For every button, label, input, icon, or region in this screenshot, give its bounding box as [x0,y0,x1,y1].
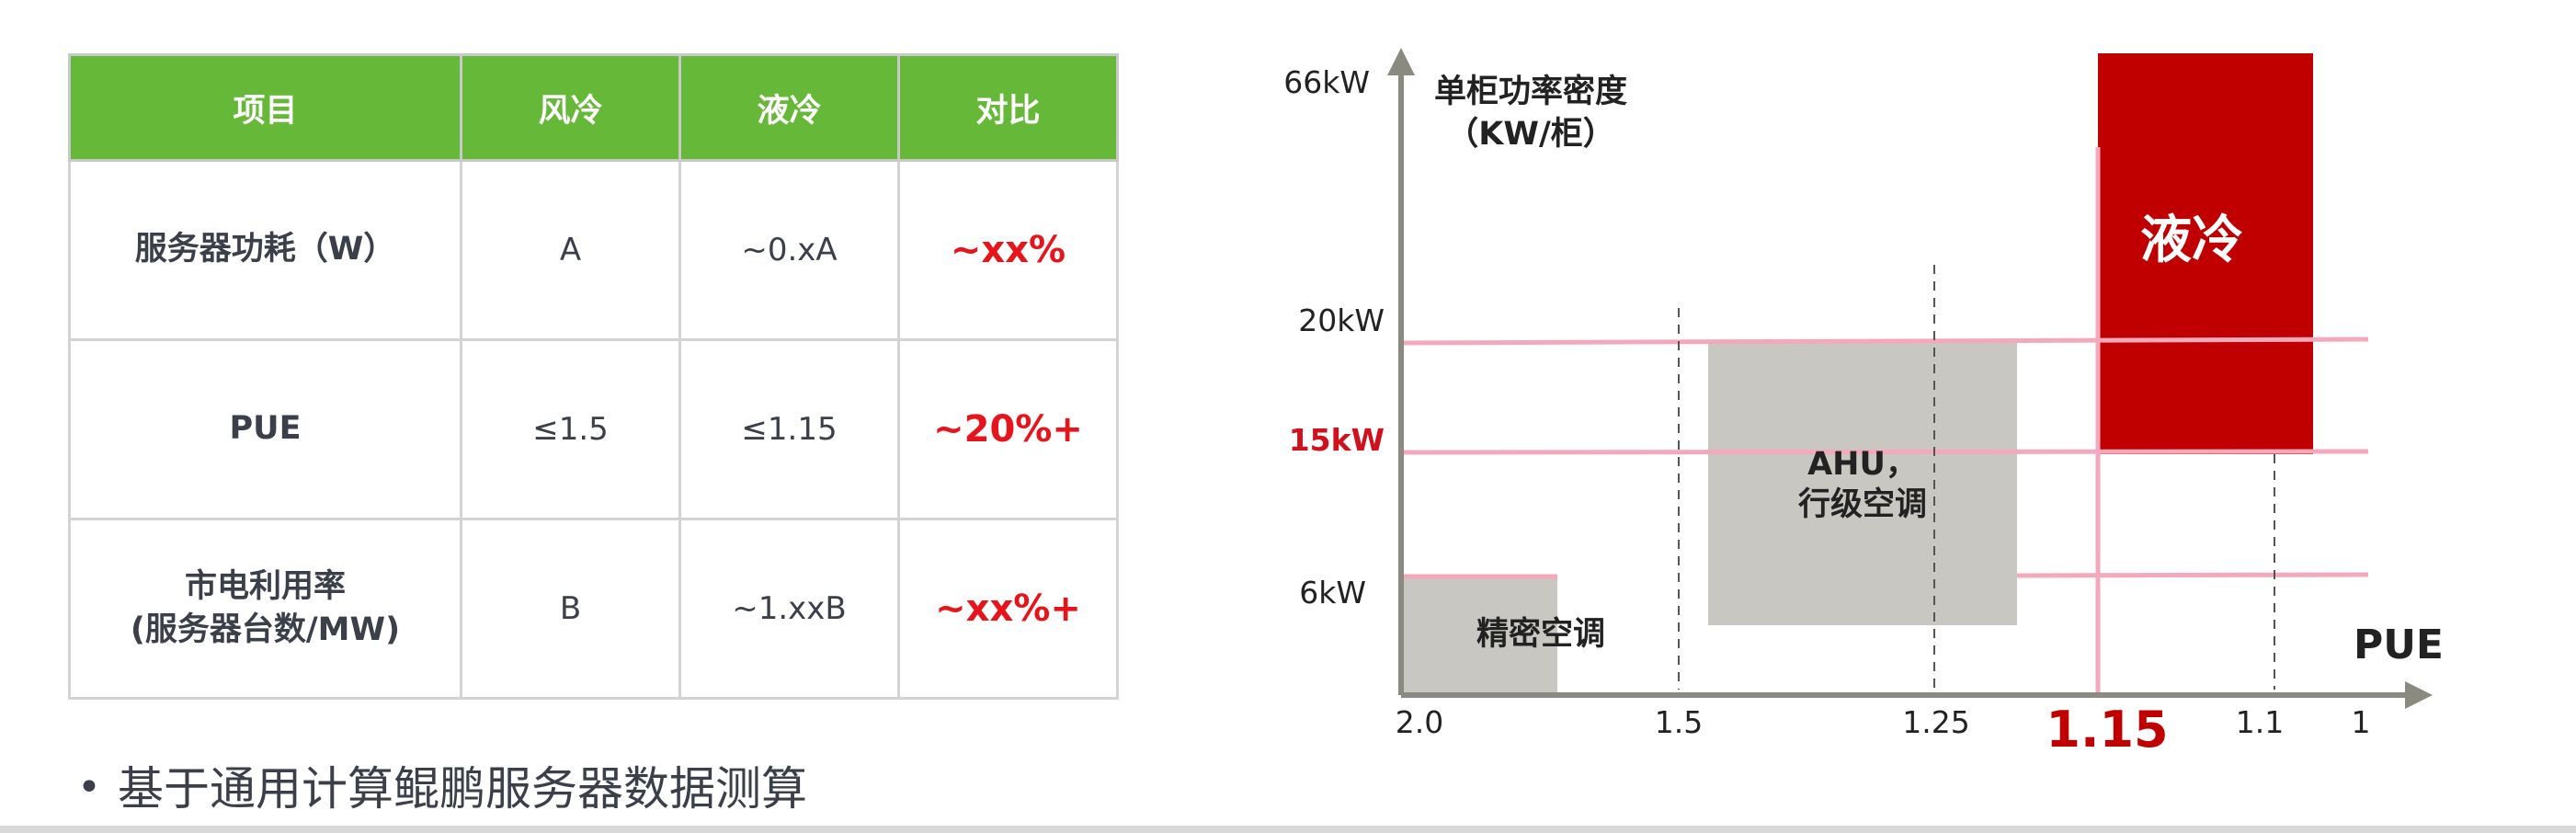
cell-air: B [460,518,681,700]
row-label-utilization: 市电利用率 (服务器台数/MW) [68,518,462,700]
region-label-liquid-cooling: 液冷 [2140,211,2243,270]
region-label-ahu-line2: 行级空调 [1798,486,1927,523]
y-axis-title-line1: 单柜功率密度 [1434,73,1627,110]
region-ahu-row-ac [1708,342,2017,625]
x-tick-2-0: 2.0 [1396,704,1443,740]
gridline-20kw [1400,337,2369,346]
cell-air: ≤1.5 [460,338,681,520]
region-precision-ac [1401,575,1557,694]
bottom-divider [0,826,2576,833]
x-tick-1-25: 1.25 [1902,704,1969,740]
x-tick-1-1: 1.1 [2236,704,2284,740]
x-axis-title: PUE [2354,622,2444,668]
y-tick-15kw: 15kW [1289,422,1385,458]
table-header-row: 项目 风冷 液冷 对比 [68,53,1119,162]
region-liquid-cooling [2098,53,2313,454]
gridline-15kw [1400,449,2369,455]
row-label-pue: PUE [68,338,462,520]
footnote: • 基于通用计算鲲鹏服务器数据测算 [77,752,807,818]
pue-power-density-chart: 单柜功率密度 （KW/柜） 66kW 20kW 15kW 6kW 2.0 1.5… [1283,48,2444,759]
cell-air: A [460,159,681,341]
row-label-line1: 市电利用率 [184,567,346,605]
region-label-ahu-line1: AHU， [1807,446,1918,483]
cell-diff: ~xx%+ [897,518,1119,700]
cell-liquid: ≤1.15 [678,338,900,520]
y-tick-20kw: 20kW [1298,302,1385,338]
header-liquid-cooling: 液冷 [678,53,900,162]
header-comparison: 对比 [897,53,1119,162]
bullet-icon: • [77,764,101,811]
cell-diff: ~xx% [897,159,1119,341]
table-row: PUE ≤1.5 ≤1.15 ~20%+ [68,338,1119,520]
cell-liquid: ~1.xxB [678,518,900,700]
row-label-line2: (服务器台数/MW) [130,611,401,648]
header-item: 项目 [68,53,462,162]
gridline-6kw-right [2016,572,2369,578]
y-tick-66kw: 66kW [1283,64,1370,100]
footnote-text: 基于通用计算鲲鹏服务器数据测算 [117,762,807,816]
row-label-server-power: 服务器功耗（W） [68,159,462,341]
table-row: 服务器功耗（W） A ~0.xA ~xx% [68,159,1119,341]
x-tick-1-5: 1.5 [1655,704,1703,740]
cell-diff: ~20%+ [897,338,1119,520]
y-tick-6kw: 6kW [1299,575,1366,610]
table-row: 市电利用率 (服务器台数/MW) B ~1.xxB ~xx%+ [68,518,1119,700]
cell-liquid: ~0.xA [678,159,900,341]
x-tick-1: 1 [2352,704,2371,740]
y-axis-title-line2: （KW/柜） [1446,116,1615,153]
x-tick-1-15: 1.15 [2046,701,2168,759]
region-label-precision-ac: 精密空调 [1476,615,1605,653]
comparison-table: 项目 风冷 液冷 对比 服务器功耗（W） A ~0.xA ~xx% PUE ≤1… [68,53,1119,700]
header-air-cooling: 风冷 [460,53,681,162]
